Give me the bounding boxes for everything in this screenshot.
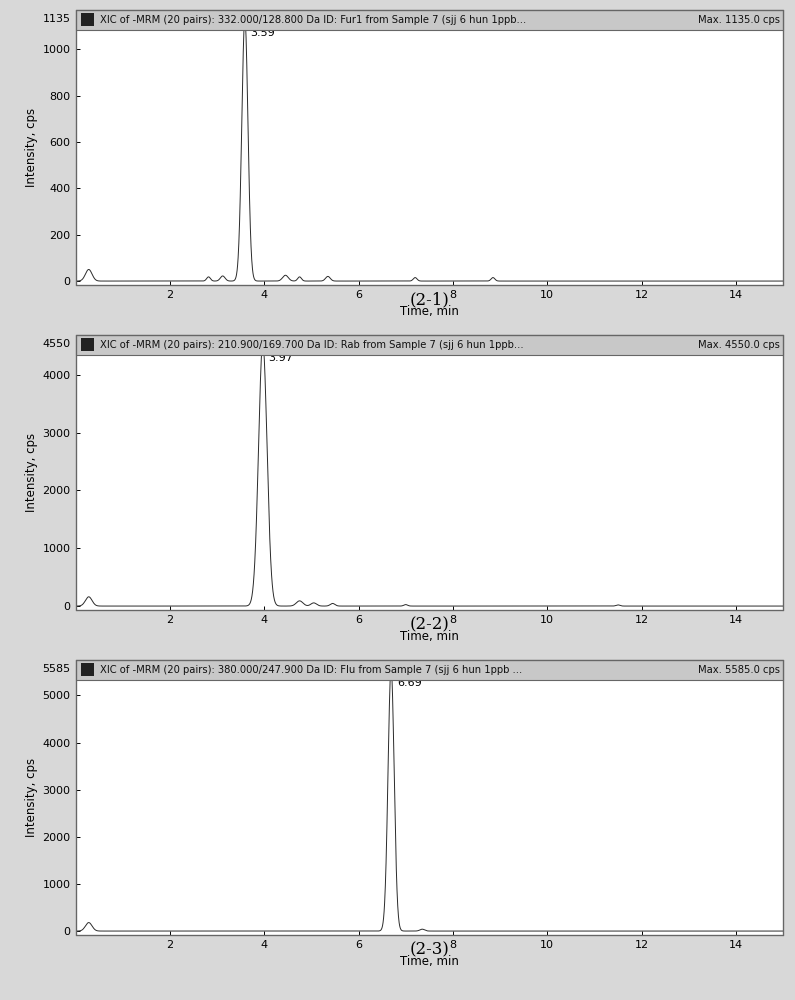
Text: (2-2): (2-2) <box>409 616 449 634</box>
Bar <box>81 663 94 676</box>
X-axis label: Time, min: Time, min <box>400 630 459 643</box>
Text: XIC of -MRM (20 pairs): 332.000/128.800 Da ID: Fur1 from Sample 7 (sjj 6 hun 1pp: XIC of -MRM (20 pairs): 332.000/128.800 … <box>100 15 526 25</box>
Text: 3.97: 3.97 <box>269 353 293 363</box>
FancyBboxPatch shape <box>76 10 783 30</box>
X-axis label: Time, min: Time, min <box>400 955 459 968</box>
Text: XIC of -MRM (20 pairs): 380.000/247.900 Da ID: Flu from Sample 7 (sjj 6 hun 1ppb: XIC of -MRM (20 pairs): 380.000/247.900 … <box>100 665 522 675</box>
Text: 6.69: 6.69 <box>397 678 421 688</box>
FancyBboxPatch shape <box>76 660 783 680</box>
Text: Max. 4550.0 cps: Max. 4550.0 cps <box>698 340 780 350</box>
Y-axis label: Intensity, cps: Intensity, cps <box>25 433 38 512</box>
Text: XIC of -MRM (20 pairs): 210.900/169.700 Da ID: Rab from Sample 7 (sjj 6 hun 1ppb: XIC of -MRM (20 pairs): 210.900/169.700 … <box>100 340 524 350</box>
Y-axis label: Intensity, cps: Intensity, cps <box>25 758 38 837</box>
FancyBboxPatch shape <box>76 335 783 355</box>
Text: Max. 5585.0 cps: Max. 5585.0 cps <box>697 665 780 675</box>
Bar <box>81 338 94 351</box>
Text: (2-1): (2-1) <box>409 292 449 308</box>
Text: (2-3): (2-3) <box>409 942 449 959</box>
Text: 3.59: 3.59 <box>250 28 275 38</box>
Bar <box>81 13 94 26</box>
Text: Max. 1135.0 cps: Max. 1135.0 cps <box>697 15 780 25</box>
X-axis label: Time, min: Time, min <box>400 305 459 318</box>
Y-axis label: Intensity, cps: Intensity, cps <box>25 108 38 187</box>
